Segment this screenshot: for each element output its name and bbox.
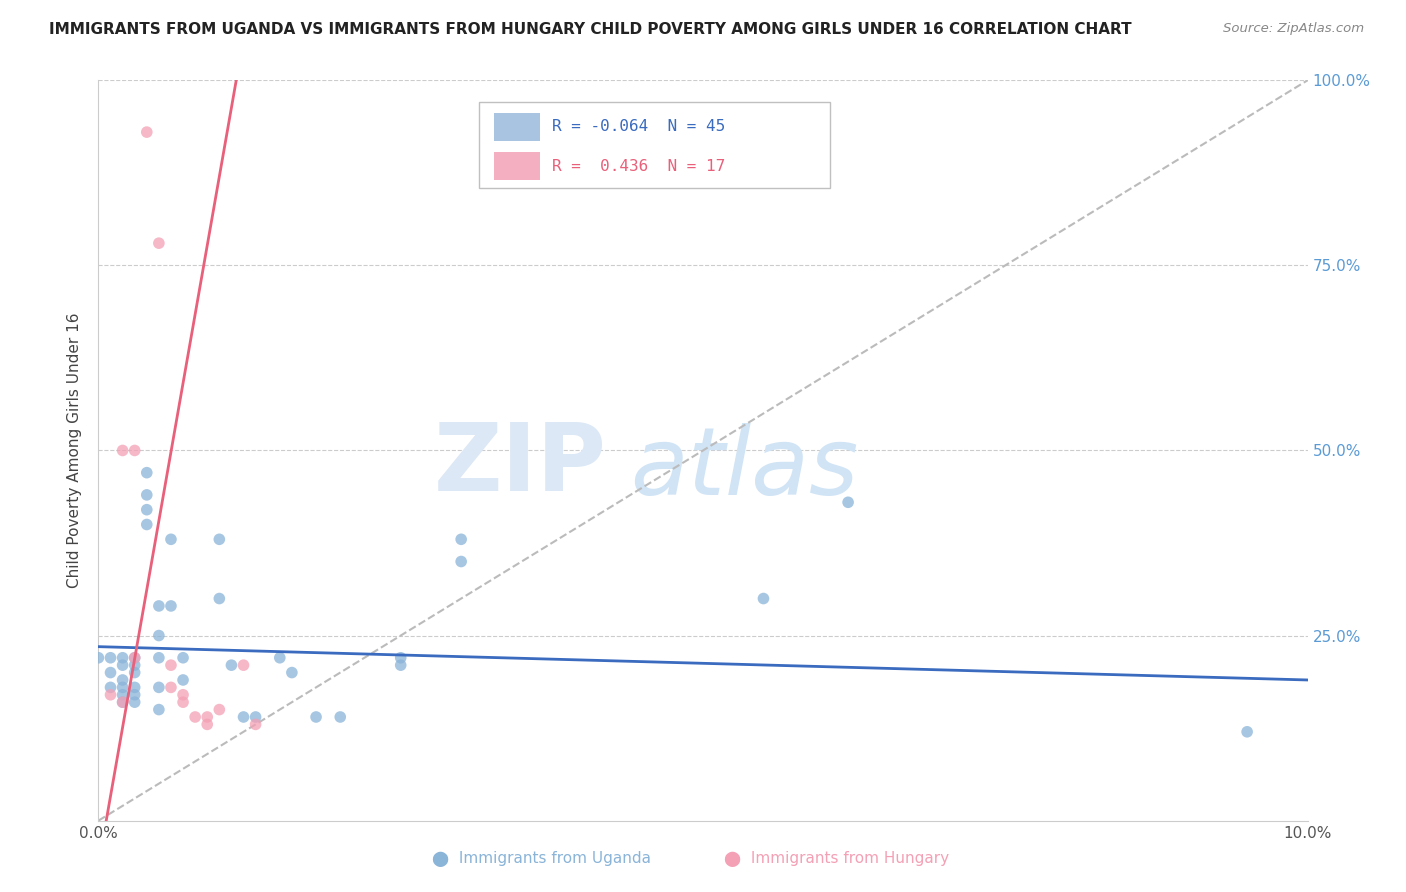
Point	[111, 650, 134, 665]
Point	[148, 599, 170, 613]
Point	[124, 658, 146, 673]
Point	[100, 665, 122, 680]
Point	[124, 665, 146, 680]
Point	[450, 555, 472, 569]
Point	[124, 688, 146, 702]
Text: atlas: atlas	[630, 424, 859, 515]
Point	[329, 710, 352, 724]
Point	[172, 688, 194, 702]
Point	[160, 681, 183, 695]
Text: IMMIGRANTS FROM UGANDA VS IMMIGRANTS FROM HUNGARY CHILD POVERTY AMONG GIRLS UNDE: IMMIGRANTS FROM UGANDA VS IMMIGRANTS FRO…	[49, 22, 1132, 37]
Point	[111, 658, 134, 673]
Point	[135, 488, 157, 502]
Point	[124, 681, 146, 695]
Point	[135, 502, 157, 516]
Point	[111, 688, 134, 702]
Point	[195, 717, 218, 731]
Point	[87, 650, 110, 665]
Point	[160, 658, 183, 673]
Point	[172, 673, 194, 687]
Point	[269, 650, 291, 665]
Text: Source: ZipAtlas.com: Source: ZipAtlas.com	[1223, 22, 1364, 36]
Point	[111, 443, 134, 458]
Point	[245, 717, 267, 731]
Point	[208, 703, 231, 717]
Y-axis label: Child Poverty Among Girls Under 16: Child Poverty Among Girls Under 16	[67, 313, 83, 588]
Point	[111, 681, 134, 695]
Point	[124, 650, 146, 665]
Text: R =  0.436  N = 17: R = 0.436 N = 17	[551, 159, 725, 174]
Point	[148, 681, 170, 695]
Point	[305, 710, 328, 724]
Point	[124, 650, 146, 665]
Text: ⬤  Immigrants from Hungary: ⬤ Immigrants from Hungary	[724, 851, 949, 867]
Point	[100, 681, 122, 695]
Point	[172, 695, 194, 709]
Point	[389, 650, 412, 665]
Point	[450, 533, 472, 547]
Point	[221, 658, 243, 673]
Point	[172, 650, 194, 665]
Point	[232, 710, 254, 724]
Point	[124, 695, 146, 709]
Point	[195, 710, 218, 724]
Point	[100, 688, 122, 702]
Point	[208, 591, 231, 606]
Point	[135, 517, 157, 532]
Point	[124, 443, 146, 458]
Point	[160, 533, 183, 547]
Point	[100, 650, 122, 665]
Point	[148, 628, 170, 642]
Point	[232, 658, 254, 673]
Point	[135, 466, 157, 480]
FancyBboxPatch shape	[494, 113, 540, 141]
Point	[281, 665, 304, 680]
Point	[389, 658, 412, 673]
Text: ZIP: ZIP	[433, 419, 606, 511]
FancyBboxPatch shape	[494, 153, 540, 180]
Point	[148, 236, 170, 251]
Text: ⬤  Immigrants from Uganda: ⬤ Immigrants from Uganda	[432, 851, 651, 867]
Point	[245, 710, 267, 724]
Point	[111, 673, 134, 687]
Text: R = -0.064  N = 45: R = -0.064 N = 45	[551, 120, 725, 135]
Point	[160, 599, 183, 613]
Point	[208, 533, 231, 547]
Point	[184, 710, 207, 724]
Point	[1236, 724, 1258, 739]
Point	[148, 650, 170, 665]
Point	[837, 495, 859, 509]
Point	[148, 703, 170, 717]
Point	[752, 591, 775, 606]
FancyBboxPatch shape	[479, 103, 830, 187]
Point	[135, 125, 157, 139]
Point	[111, 695, 134, 709]
Point	[111, 695, 134, 709]
